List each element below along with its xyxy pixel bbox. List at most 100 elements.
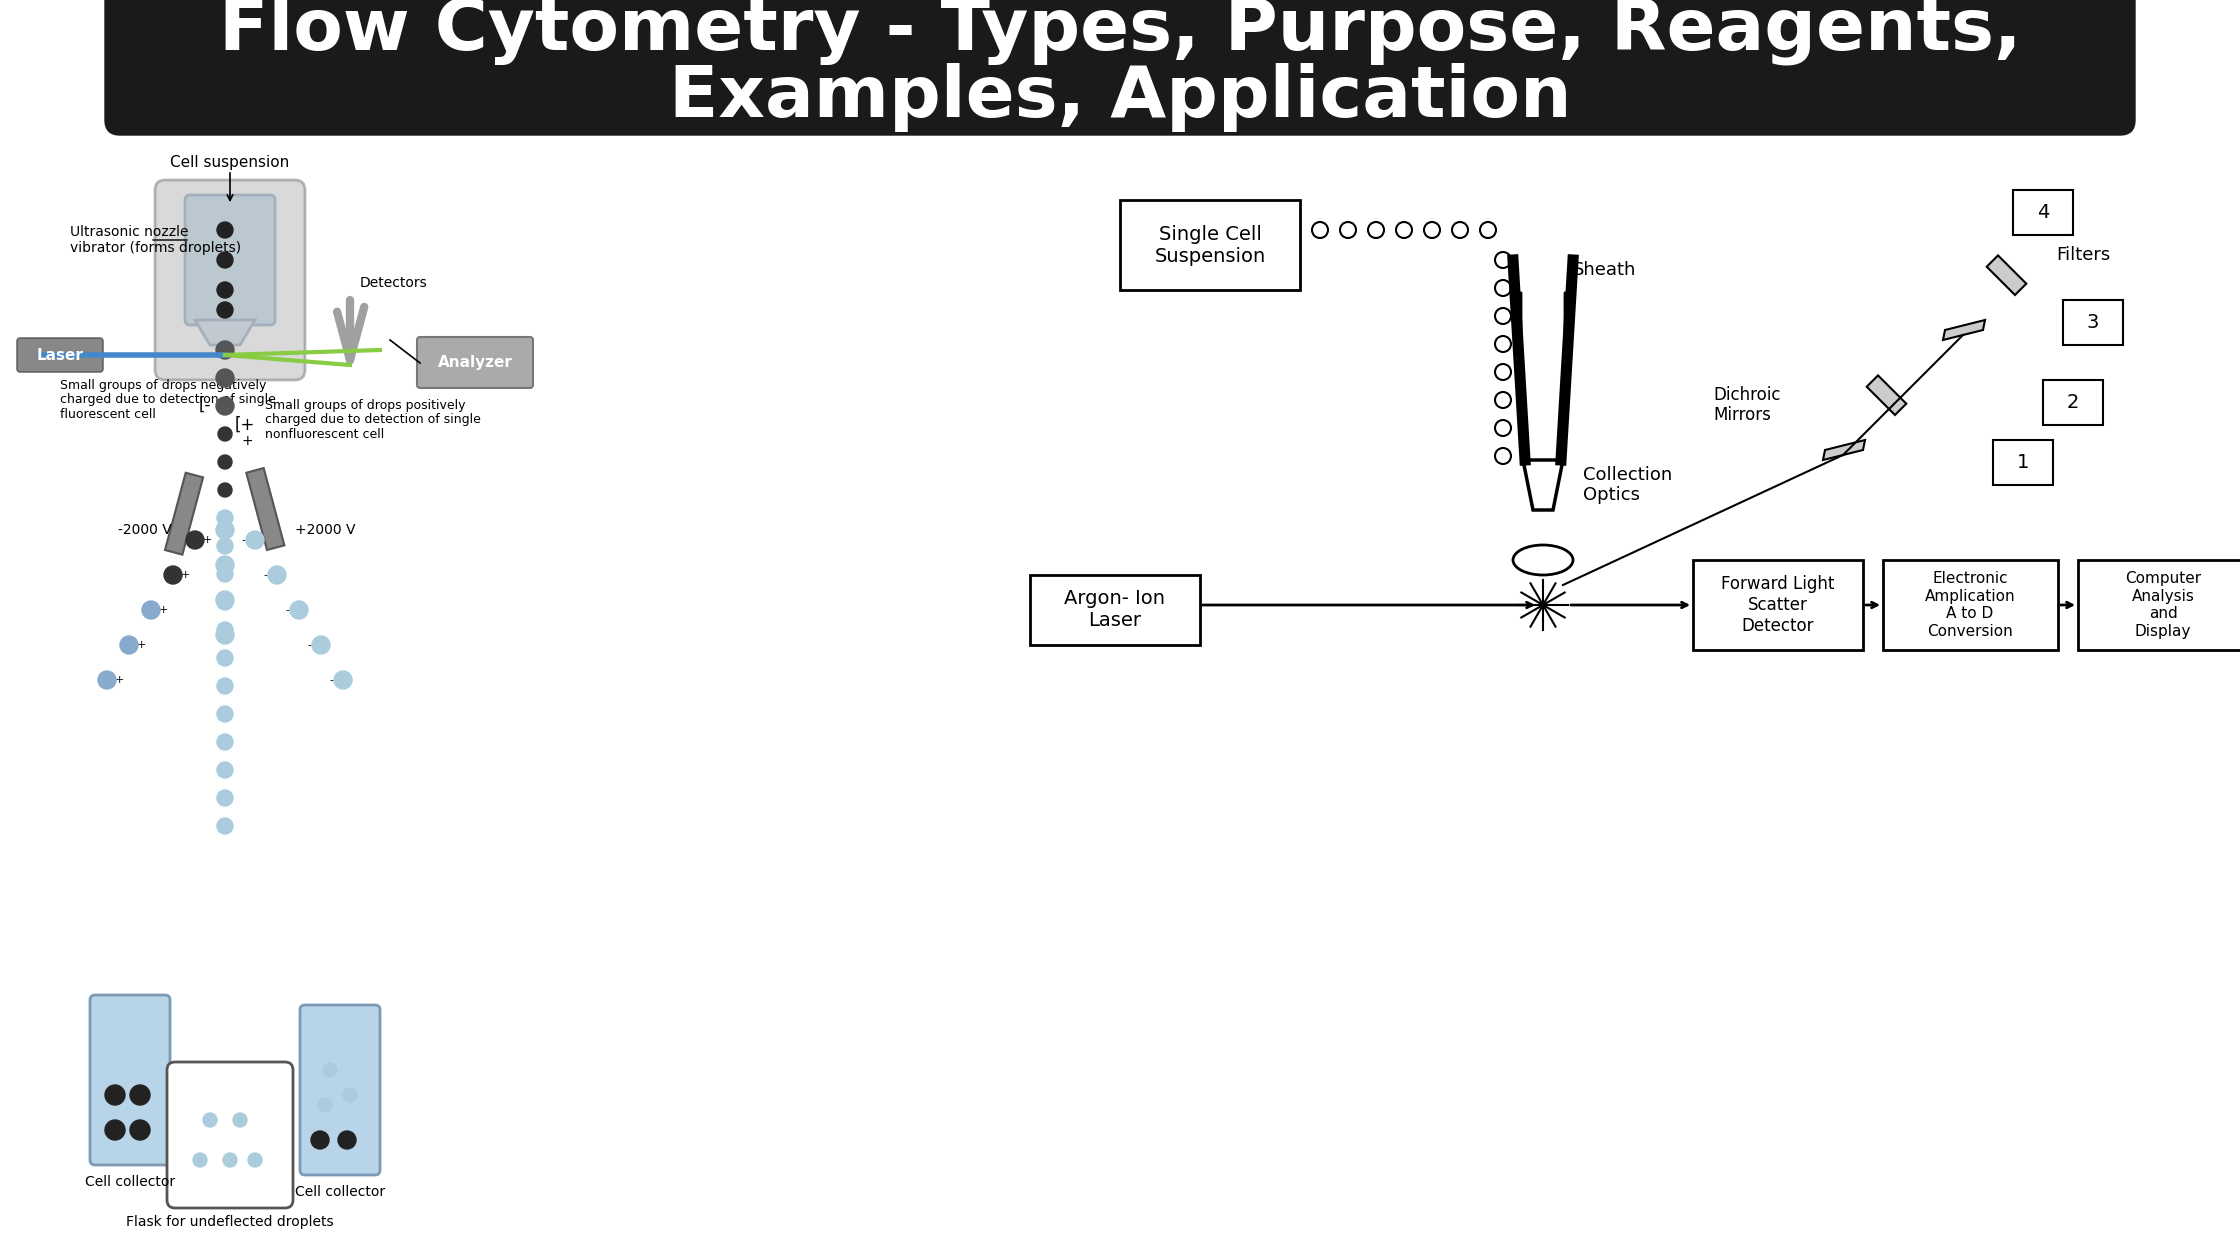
Circle shape [141, 601, 159, 619]
Circle shape [217, 483, 233, 496]
Circle shape [193, 1153, 206, 1167]
Text: +: + [159, 605, 168, 615]
Circle shape [1313, 222, 1328, 238]
Circle shape [1494, 364, 1512, 381]
Circle shape [215, 341, 233, 359]
Text: Cell suspension: Cell suspension [170, 155, 289, 170]
Circle shape [215, 397, 233, 415]
Circle shape [217, 252, 233, 268]
Bar [2014, 190, 2072, 236]
FancyBboxPatch shape [155, 180, 305, 381]
Text: Detectors: Detectors [361, 276, 428, 290]
Circle shape [217, 222, 233, 238]
Circle shape [217, 455, 233, 469]
Circle shape [217, 706, 233, 722]
Circle shape [323, 1063, 336, 1077]
Circle shape [1481, 222, 1496, 238]
Circle shape [343, 1087, 356, 1102]
Circle shape [334, 672, 352, 689]
Bar [1693, 559, 1864, 650]
Bar [2063, 300, 2124, 345]
Text: Cell collector: Cell collector [296, 1184, 385, 1200]
Circle shape [1494, 392, 1512, 408]
Circle shape [1494, 420, 1512, 436]
Text: Computer
Analysis
and
Display: Computer Analysis and Display [2126, 571, 2202, 639]
Text: Sheath: Sheath [1572, 261, 1637, 278]
Text: [-: [- [199, 396, 211, 415]
Text: Single Cell
Suspension: Single Cell Suspension [1154, 224, 1266, 266]
Circle shape [289, 601, 307, 619]
Circle shape [217, 302, 233, 318]
Text: Cell collector: Cell collector [85, 1176, 175, 1189]
Circle shape [1425, 222, 1440, 238]
Text: -: - [284, 605, 289, 615]
Bar [2043, 381, 2103, 425]
Circle shape [269, 566, 287, 583]
Circle shape [121, 636, 139, 654]
FancyBboxPatch shape [186, 195, 276, 325]
FancyBboxPatch shape [417, 336, 533, 388]
Bar [246, 467, 284, 551]
Circle shape [217, 678, 233, 694]
Text: +: + [114, 675, 123, 685]
Circle shape [318, 1097, 332, 1113]
Circle shape [1494, 449, 1512, 464]
FancyBboxPatch shape [300, 1005, 381, 1176]
Text: +: + [242, 433, 253, 449]
Circle shape [217, 622, 233, 638]
FancyBboxPatch shape [105, 0, 2135, 135]
Circle shape [164, 566, 181, 583]
Circle shape [204, 1113, 217, 1126]
Text: +: + [202, 536, 213, 546]
Circle shape [1494, 252, 1512, 268]
Circle shape [338, 1131, 356, 1149]
Circle shape [1452, 222, 1467, 238]
Circle shape [217, 427, 233, 441]
Text: 1: 1 [2016, 454, 2029, 472]
Text: Electronic
Amplication
A to D
Conversion: Electronic Amplication A to D Conversion [1924, 571, 2016, 639]
Text: Argon- Ion
Laser: Argon- Ion Laser [1064, 590, 1165, 630]
Polygon shape [1523, 460, 1564, 510]
Polygon shape [1823, 440, 1866, 460]
Polygon shape [195, 320, 255, 345]
Bar [1994, 440, 2054, 485]
Circle shape [99, 672, 116, 689]
Circle shape [186, 530, 204, 549]
Text: Laser: Laser [36, 348, 83, 363]
Circle shape [130, 1120, 150, 1140]
Text: Dichroic
Mirrors: Dichroic Mirrors [1714, 386, 1781, 425]
Circle shape [130, 1085, 150, 1105]
Text: +: + [179, 570, 190, 580]
Circle shape [311, 636, 329, 654]
Text: Examples, Application: Examples, Application [670, 63, 1570, 131]
Circle shape [233, 1113, 246, 1126]
Text: Small groups of drops negatively
charged due to detection of single
fluorescent : Small groups of drops negatively charged… [60, 378, 276, 422]
Bar [2079, 559, 2240, 650]
Circle shape [215, 520, 233, 539]
Circle shape [1494, 280, 1512, 296]
Circle shape [217, 538, 233, 554]
Circle shape [224, 1153, 237, 1167]
Text: 4: 4 [2036, 204, 2050, 223]
Circle shape [1340, 222, 1355, 238]
Bar [1030, 575, 1201, 645]
Circle shape [249, 1153, 262, 1167]
Text: [+: [+ [235, 416, 255, 433]
Text: -: - [262, 570, 267, 580]
Circle shape [217, 510, 233, 525]
Circle shape [217, 762, 233, 777]
Circle shape [215, 369, 233, 387]
Text: 3: 3 [2088, 314, 2099, 333]
Circle shape [1494, 336, 1512, 352]
Circle shape [217, 566, 233, 582]
Circle shape [217, 650, 233, 667]
Text: Flask for undeflected droplets: Flask for undeflected droplets [125, 1215, 334, 1228]
Text: -: - [329, 675, 334, 685]
Polygon shape [1942, 320, 1985, 340]
Circle shape [311, 1131, 329, 1149]
FancyBboxPatch shape [18, 338, 103, 372]
Bar [1120, 200, 1299, 290]
Text: Filters: Filters [2056, 246, 2110, 265]
Text: +2000 V: +2000 V [296, 523, 356, 537]
Circle shape [217, 818, 233, 834]
